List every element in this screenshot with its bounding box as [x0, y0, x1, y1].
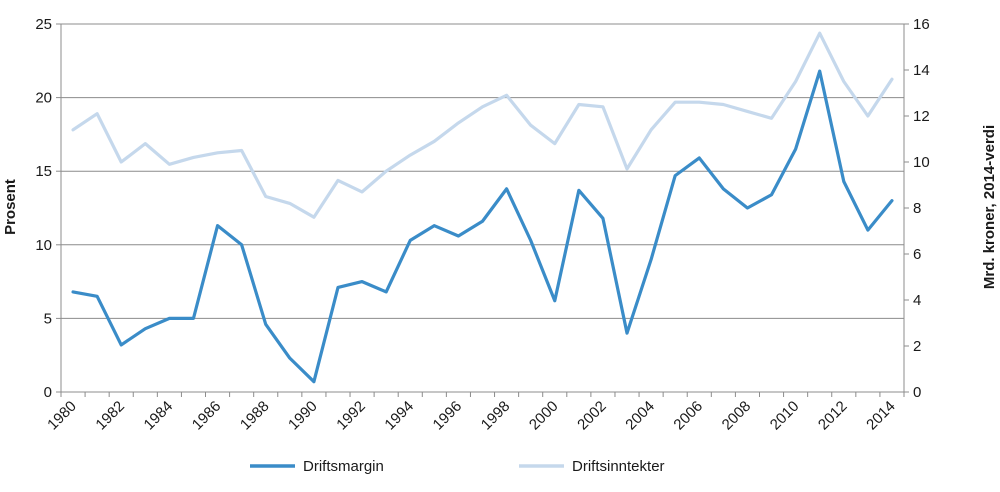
right-tick-label: 4 — [913, 292, 921, 309]
gridlines — [61, 23, 904, 319]
legend: Driftsmargin Driftsinntekter — [250, 458, 665, 475]
right-tick-label: 2 — [913, 338, 921, 355]
legend-label-driftsinntekter: Driftsinntekter — [572, 458, 665, 475]
x-tick-label: 1990 — [285, 398, 321, 434]
x-tick-label: 1998 — [478, 398, 514, 434]
series-line-driftsmargin — [71, 69, 894, 384]
x-tick-label: 2002 — [574, 398, 610, 434]
right-tick-label: 10 — [913, 154, 930, 171]
left-tick-label: 5 — [44, 310, 52, 327]
left-tick-label: 15 — [35, 163, 52, 180]
x-tick-label: 1996 — [430, 398, 466, 434]
left-tick-label: 20 — [35, 90, 52, 107]
x-tick-label: 2012 — [815, 398, 851, 434]
x-tick-label: 2004 — [622, 398, 658, 434]
legend-label-driftsmargin: Driftsmargin — [303, 458, 384, 475]
left-axis-title: Prosent — [2, 179, 19, 235]
left-tick-label: 10 — [35, 237, 52, 254]
x-tick-label: 1988 — [237, 398, 273, 434]
x-tick-label: 2000 — [526, 398, 562, 434]
right-tick-label: 6 — [913, 246, 921, 263]
right-tick-label: 0 — [913, 384, 921, 401]
right-axis: 0 2 4 6 8 10 12 14 16 — [904, 16, 930, 401]
x-tick-label: 2010 — [767, 398, 803, 434]
left-tick-label: 25 — [35, 16, 52, 33]
x-tick-label: 1980 — [44, 398, 80, 434]
x-tick-label: 1982 — [92, 398, 128, 434]
x-tick-label: 2008 — [719, 398, 755, 434]
right-axis-title: Mrd. kroner, 2014-verdi — [981, 125, 998, 289]
right-tick-label: 8 — [913, 200, 921, 217]
left-tick-label: 0 — [44, 384, 52, 401]
right-tick-label: 16 — [913, 16, 930, 33]
right-tick-label: 14 — [913, 62, 930, 79]
x-tick-label: 1984 — [141, 398, 177, 434]
series-line-driftsinntekter — [71, 31, 894, 219]
plot-area — [60, 24, 905, 393]
series-layer — [71, 31, 894, 384]
x-tick-label: 1994 — [381, 398, 417, 434]
left-axis: 0 5 10 15 20 25 — [35, 16, 61, 401]
x-tick-label: 2006 — [670, 398, 706, 434]
x-tick-label: 1992 — [333, 398, 369, 434]
x-axis: 1980 1982 1984 1986 1988 1990 1992 1994 1996 1998… — [44, 392, 905, 434]
right-tick-label: 12 — [913, 108, 930, 125]
x-tick-label: 1986 — [189, 398, 225, 434]
x-tick-label: 2014 — [863, 398, 899, 434]
